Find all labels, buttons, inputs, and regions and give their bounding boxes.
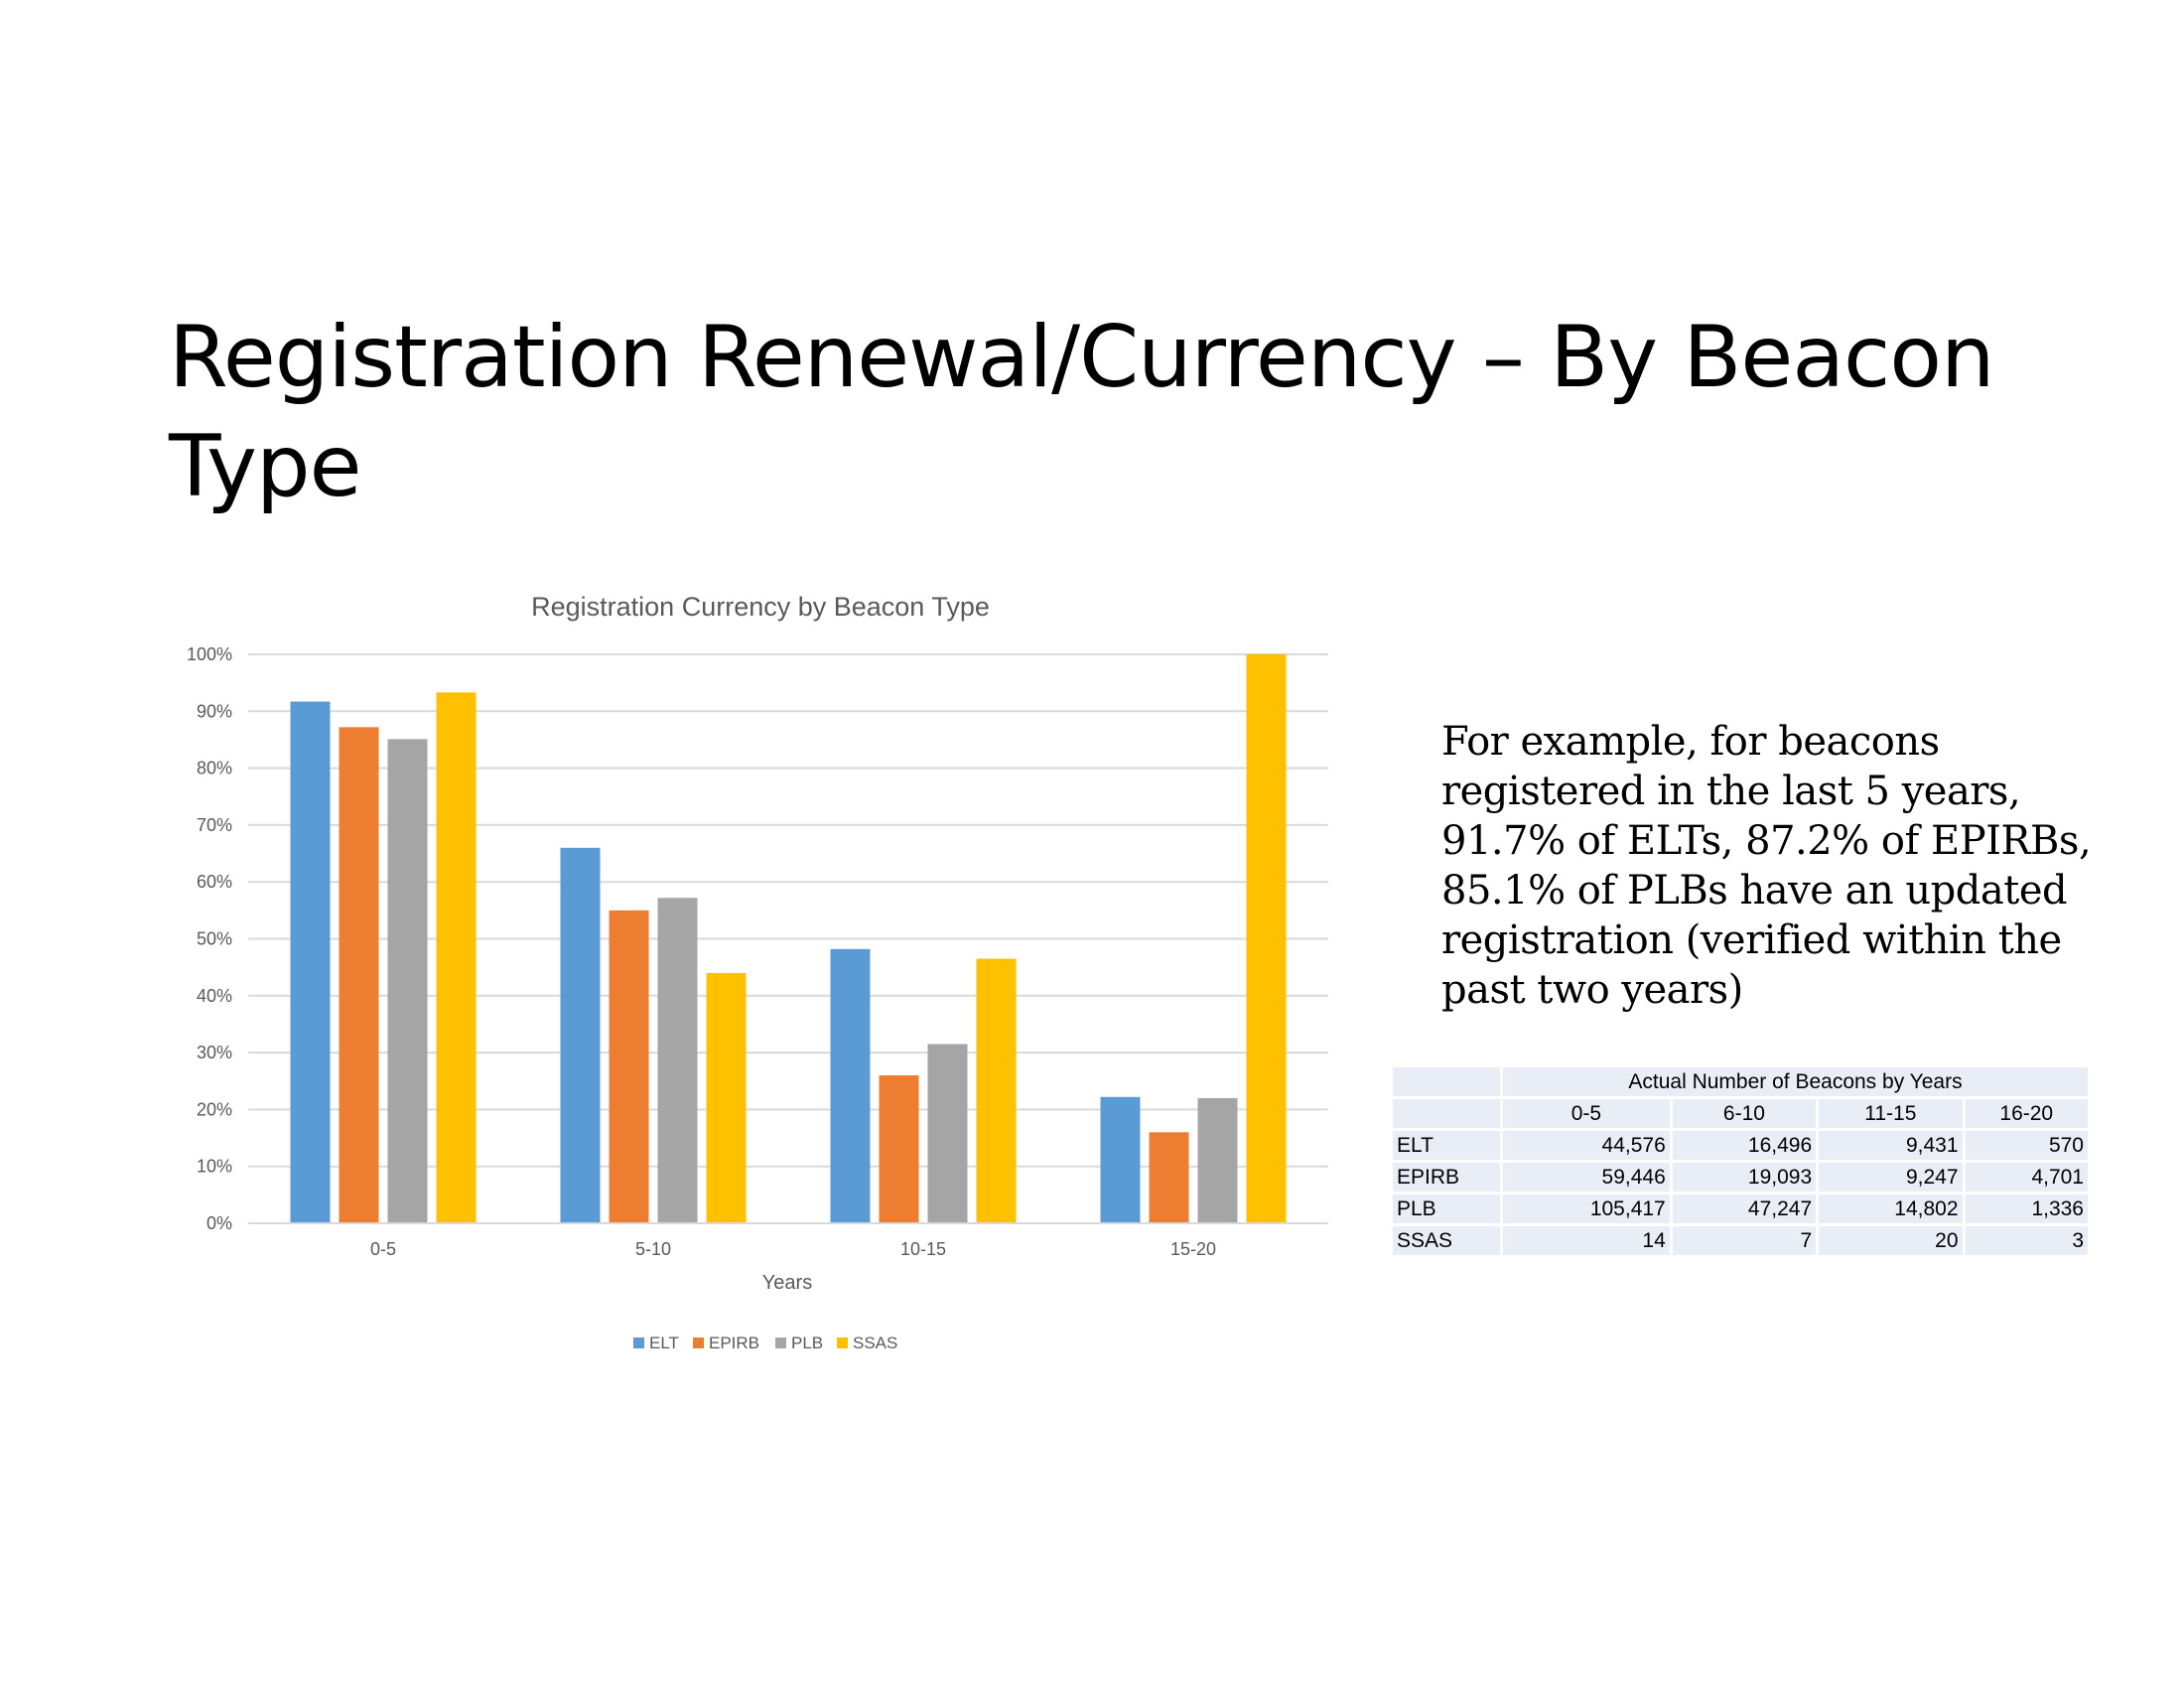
legend: ELT EPIRB PLB SSAS xyxy=(633,1334,897,1352)
bar-ssas-5-10 xyxy=(706,972,747,1223)
table-cell: 20 xyxy=(1819,1226,1963,1255)
x-tick-label: 10-15 xyxy=(900,1239,946,1259)
beacon-count-table: Actual Number of Beacons by Years 0-5 6-… xyxy=(1390,1064,2091,1258)
table-cell: 570 xyxy=(1965,1131,2088,1160)
bar-epirb-15-20 xyxy=(1149,1132,1189,1223)
row-label: PLB xyxy=(1393,1195,1500,1223)
table-row: PLB 105,417 47,247 14,802 1,336 xyxy=(1393,1195,2088,1223)
x-axis-title: Years xyxy=(762,1272,812,1294)
table-cell: 9,431 xyxy=(1819,1131,1963,1160)
bar-epirb-0-5 xyxy=(339,727,379,1223)
x-tick-label: 5-10 xyxy=(635,1239,671,1259)
table-corner-cell xyxy=(1393,1099,1500,1128)
y-tick-label: 20% xyxy=(197,1099,232,1119)
legend-swatch xyxy=(633,1337,644,1348)
x-axis-ticks: 0-5 5-10 10-15 15-20 xyxy=(370,1239,1216,1259)
y-tick-label: 0% xyxy=(206,1213,232,1233)
bar-elt-5-10 xyxy=(560,847,601,1223)
table-cell: 1,336 xyxy=(1965,1195,2088,1223)
column-header: 0-5 xyxy=(1503,1099,1670,1128)
bar-plb-10-15 xyxy=(927,1044,968,1223)
bars xyxy=(290,654,1287,1223)
legend-swatch xyxy=(837,1337,848,1348)
table-cell: 105,417 xyxy=(1503,1195,1670,1223)
table-cell: 14,802 xyxy=(1819,1195,1963,1223)
bar-elt-0-5 xyxy=(290,701,331,1223)
x-tick-label: 15-20 xyxy=(1170,1239,1216,1259)
y-tick-label: 60% xyxy=(197,872,232,892)
table-cell: 47,247 xyxy=(1672,1195,1817,1223)
row-label: EPIRB xyxy=(1393,1163,1500,1192)
bar-epirb-5-10 xyxy=(609,910,649,1223)
table-title: Actual Number of Beacons by Years xyxy=(1503,1067,2088,1096)
column-header: 16-20 xyxy=(1965,1099,2088,1128)
legend-label: EPIRB xyxy=(709,1334,759,1352)
table-header-row: 0-5 6-10 11-15 16-20 xyxy=(1393,1099,2088,1128)
y-axis-ticks: 0% 10% 20% 30% 40% 50% 60% 70% 80% 90% 100% xyxy=(187,644,232,1233)
table-title-row: Actual Number of Beacons by Years xyxy=(1393,1067,2088,1096)
legend-item-epirb: EPIRB xyxy=(693,1334,759,1352)
slide-title: Registration Renewal/Currency – By Beaco… xyxy=(169,308,1994,516)
bar-ssas-0-5 xyxy=(436,692,477,1223)
legend-item-elt: ELT xyxy=(633,1334,679,1352)
y-tick-label: 40% xyxy=(197,986,232,1006)
y-tick-label: 100% xyxy=(187,644,232,664)
row-label: ELT xyxy=(1393,1131,1500,1160)
table-row: SSAS 14 7 20 3 xyxy=(1393,1226,2088,1255)
table-cell: 16,496 xyxy=(1672,1131,1817,1160)
table-cell: 9,247 xyxy=(1819,1163,1963,1192)
legend-label: PLB xyxy=(791,1334,823,1352)
table-cell: 44,576 xyxy=(1503,1131,1670,1160)
table-cell: 3 xyxy=(1965,1226,2088,1255)
bar-ssas-10-15 xyxy=(976,958,1017,1223)
row-label: SSAS xyxy=(1393,1226,1500,1255)
bar-epirb-10-15 xyxy=(879,1075,919,1223)
x-tick-label: 0-5 xyxy=(370,1239,396,1259)
table-cell: 7 xyxy=(1672,1226,1817,1255)
legend-swatch xyxy=(775,1337,786,1348)
gridlines xyxy=(248,653,1328,1168)
legend-item-plb: PLB xyxy=(775,1334,823,1352)
y-tick-label: 70% xyxy=(197,815,232,835)
y-tick-label: 30% xyxy=(197,1043,232,1062)
chart-title: Registration Currency by Beacon Type xyxy=(531,592,990,622)
example-note: For example, for beacons registered in t… xyxy=(1441,719,2092,1013)
column-header: 11-15 xyxy=(1819,1099,1963,1128)
table-row: EPIRB 59,446 19,093 9,247 4,701 xyxy=(1393,1163,2088,1192)
table-cell: 59,446 xyxy=(1503,1163,1670,1192)
bar-plb-5-10 xyxy=(657,898,698,1223)
table-cell: 4,701 xyxy=(1965,1163,2088,1192)
bar-elt-15-20 xyxy=(1100,1096,1141,1223)
table-cell: 19,093 xyxy=(1672,1163,1817,1192)
table-cell: 14 xyxy=(1503,1226,1670,1255)
y-tick-label: 10% xyxy=(197,1157,232,1177)
legend-swatch xyxy=(693,1337,704,1348)
legend-label: SSAS xyxy=(853,1334,897,1352)
legend-label: ELT xyxy=(649,1334,679,1352)
y-tick-label: 50% xyxy=(197,929,232,949)
bar-elt-10-15 xyxy=(830,948,871,1223)
bar-plb-15-20 xyxy=(1197,1097,1238,1223)
legend-item-ssas: SSAS xyxy=(837,1334,897,1352)
bar-plb-0-5 xyxy=(387,739,428,1223)
table-row: ELT 44,576 16,496 9,431 570 xyxy=(1393,1131,2088,1160)
y-tick-label: 80% xyxy=(197,759,232,778)
table-corner-cell xyxy=(1393,1067,1500,1096)
bar-ssas-15-20 xyxy=(1246,654,1287,1223)
column-header: 6-10 xyxy=(1672,1099,1817,1128)
y-tick-label: 90% xyxy=(197,701,232,721)
